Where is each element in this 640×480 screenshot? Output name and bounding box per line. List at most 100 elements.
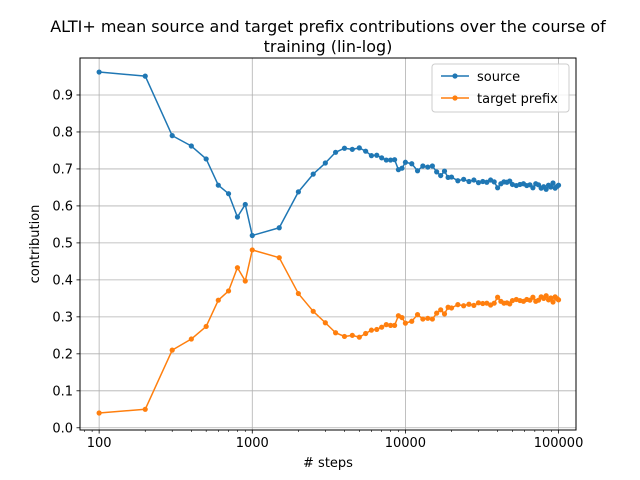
data-point-target-prefix bbox=[310, 308, 316, 314]
data-point-target-prefix bbox=[399, 314, 405, 321]
data-point-source bbox=[414, 168, 421, 174]
data-point-target-prefix bbox=[429, 316, 435, 322]
y-tick-label: 0.8 bbox=[52, 125, 73, 140]
y-tick-label: 0.1 bbox=[52, 384, 73, 399]
data-point-source bbox=[142, 73, 148, 79]
data-point-source bbox=[215, 182, 221, 188]
data-point-target-prefix bbox=[225, 288, 232, 294]
data-point-source bbox=[461, 176, 467, 182]
data-point-source bbox=[466, 178, 472, 185]
data-point-target-prefix bbox=[550, 299, 556, 305]
data-point-target-prefix bbox=[188, 336, 194, 342]
y-tick-label: 0.6 bbox=[52, 199, 73, 214]
data-point-target-prefix bbox=[379, 324, 385, 330]
data-point-source bbox=[475, 180, 482, 186]
data-point-source bbox=[548, 184, 554, 190]
data-point-source bbox=[480, 178, 486, 185]
data-point-target-prefix bbox=[215, 297, 221, 303]
data-point-target-prefix bbox=[295, 290, 301, 297]
data-point-target-prefix bbox=[383, 322, 389, 328]
data-point-target-prefix bbox=[368, 327, 375, 333]
data-point-target-prefix bbox=[438, 307, 444, 313]
data-point-source bbox=[425, 164, 431, 170]
data-point-source bbox=[491, 179, 497, 185]
legend-label-source: source bbox=[477, 70, 520, 85]
data-point-source bbox=[484, 179, 490, 185]
data-point-source bbox=[310, 171, 316, 177]
y-tick-label: 0.3 bbox=[52, 310, 73, 325]
data-point-source bbox=[409, 161, 415, 167]
data-point-target-prefix bbox=[448, 305, 455, 311]
data-point-target-prefix bbox=[555, 297, 562, 303]
data-point-target-prefix bbox=[169, 347, 175, 353]
data-point-source bbox=[392, 157, 398, 163]
legend-marker-target-prefix bbox=[452, 95, 458, 101]
y-tick-label: 0.9 bbox=[52, 88, 73, 103]
y-tick-label: 0.7 bbox=[52, 162, 73, 177]
data-point-source bbox=[383, 157, 389, 163]
data-point-source bbox=[434, 169, 440, 175]
y-axis-label: contribution bbox=[28, 205, 43, 284]
x-axis-label: # steps bbox=[303, 456, 353, 471]
data-point-target-prefix bbox=[455, 302, 461, 308]
data-point-source bbox=[349, 146, 355, 152]
data-point-source bbox=[448, 174, 455, 180]
data-point-target-prefix bbox=[203, 323, 209, 330]
data-point-source bbox=[332, 149, 339, 155]
legend-marker-source bbox=[452, 73, 458, 79]
data-point-target-prefix bbox=[434, 310, 440, 316]
data-point-source bbox=[368, 153, 375, 159]
data-point-source bbox=[420, 163, 426, 169]
data-point-target-prefix bbox=[543, 293, 549, 299]
data-point-source bbox=[438, 172, 444, 179]
data-point-target-prefix bbox=[425, 315, 431, 321]
data-point-source bbox=[363, 148, 369, 154]
data-point-source bbox=[322, 160, 328, 166]
data-point-source bbox=[295, 189, 301, 195]
data-point-source bbox=[276, 225, 282, 231]
data-point-target-prefix bbox=[495, 294, 501, 300]
data-point-target-prefix bbox=[530, 294, 536, 300]
data-point-source bbox=[402, 159, 409, 165]
data-point-source bbox=[242, 201, 248, 208]
y-tick-label: 0.2 bbox=[52, 347, 73, 362]
data-point-target-prefix bbox=[242, 278, 248, 284]
data-point-target-prefix bbox=[356, 334, 362, 340]
ticks: 100 1000 10000 100000 0.0 0.1 0.2 0.3 0.4 0.5 0.6 0… bbox=[52, 88, 583, 451]
data-point-source bbox=[169, 133, 175, 139]
plot-frame bbox=[79, 57, 577, 431]
data-point-source bbox=[471, 177, 477, 183]
data-point-source bbox=[455, 178, 461, 184]
data-point-target-prefix bbox=[480, 300, 486, 307]
x-tick-label: 100000 bbox=[534, 436, 584, 451]
data-point-target-prefix bbox=[332, 330, 339, 336]
data-point-source bbox=[341, 145, 348, 151]
y-tick-label: 0.5 bbox=[52, 236, 73, 251]
chart-title-line2: training (lin-log) bbox=[264, 37, 393, 56]
x-tick-label: 10000 bbox=[385, 436, 426, 451]
x-tick-label: 100 bbox=[87, 436, 112, 451]
data-point-source bbox=[96, 69, 102, 75]
data-point-target-prefix bbox=[414, 312, 421, 318]
y-tick-label: 0.0 bbox=[52, 421, 73, 436]
data-point-target-prefix bbox=[374, 326, 380, 333]
data-point-source bbox=[543, 186, 549, 192]
data-point-source bbox=[387, 157, 394, 163]
data-point-target-prefix bbox=[409, 318, 415, 324]
data-point-target-prefix bbox=[441, 311, 448, 317]
data-point-target-prefix bbox=[234, 265, 241, 271]
data-point-target-prefix bbox=[249, 247, 255, 253]
data-point-source bbox=[550, 180, 556, 186]
series-layer bbox=[96, 69, 562, 416]
x-tick-label: 1000 bbox=[236, 436, 269, 451]
data-point-target-prefix bbox=[466, 301, 472, 307]
data-point-source bbox=[399, 165, 405, 171]
grid bbox=[80, 58, 576, 430]
data-point-source bbox=[495, 185, 501, 191]
data-point-source bbox=[225, 191, 232, 197]
data-point-source bbox=[203, 156, 209, 162]
data-point-target-prefix bbox=[420, 316, 426, 322]
data-point-source bbox=[379, 155, 385, 161]
data-point-source bbox=[555, 182, 562, 188]
